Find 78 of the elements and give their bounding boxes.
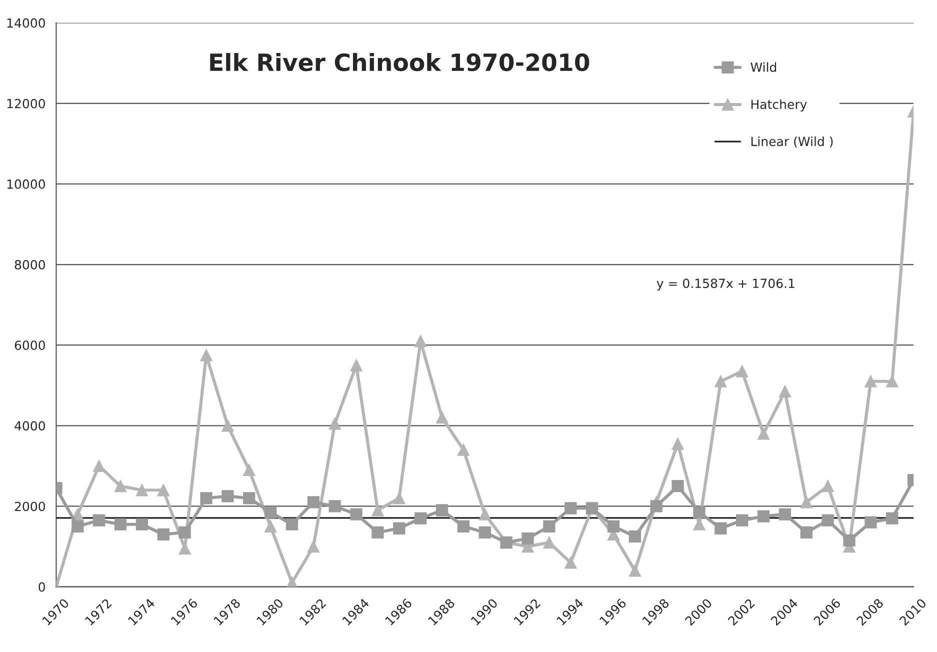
- point: [393, 522, 406, 534]
- point: [478, 508, 491, 520]
- point: [72, 520, 84, 532]
- point: [286, 518, 298, 530]
- y-tick-label: 0: [38, 582, 45, 592]
- point: [414, 512, 427, 524]
- y-tick-label: 14000: [7, 18, 45, 28]
- point: [136, 518, 148, 530]
- y-tick-label: 10000: [7, 179, 45, 189]
- point: [350, 508, 362, 520]
- point: [478, 526, 491, 538]
- point: [372, 504, 384, 516]
- point: [864, 516, 877, 528]
- y-tick-label: 6000: [14, 340, 45, 350]
- point: [222, 420, 234, 432]
- point: [543, 520, 556, 532]
- point: [564, 502, 577, 514]
- point: [457, 444, 470, 456]
- point: [307, 540, 320, 553]
- point: [672, 480, 684, 492]
- point: [414, 334, 427, 348]
- point: [307, 496, 320, 508]
- y-tick-label: 12000: [7, 98, 45, 108]
- point: [886, 512, 898, 524]
- point: [200, 349, 212, 362]
- point: [822, 480, 834, 492]
- legend-label: Linear (Wild ): [751, 136, 833, 148]
- point: [200, 492, 212, 504]
- point: [457, 520, 470, 532]
- y-tick-label: 4000: [14, 421, 45, 431]
- point: [543, 536, 556, 549]
- point: [778, 385, 792, 398]
- point: [736, 514, 748, 526]
- point: [178, 526, 191, 538]
- point: [264, 520, 277, 532]
- point: [607, 520, 620, 532]
- point: [757, 510, 770, 522]
- point: [222, 490, 234, 502]
- point: [243, 464, 256, 476]
- point: [672, 438, 684, 450]
- point: [350, 359, 362, 372]
- point: [393, 492, 406, 504]
- point: [778, 508, 792, 520]
- point: [157, 528, 170, 541]
- point: [564, 556, 577, 569]
- point: [864, 375, 877, 388]
- legend-label: Wild: [750, 62, 776, 72]
- point: [800, 496, 812, 508]
- point: [157, 484, 170, 496]
- point: [243, 492, 256, 504]
- y-tick-label: 8000: [14, 260, 45, 270]
- point: [93, 514, 106, 526]
- point: [114, 518, 127, 530]
- point: [264, 506, 277, 518]
- point: [736, 365, 748, 378]
- point: [522, 532, 534, 545]
- point: [114, 480, 127, 492]
- point: [93, 460, 106, 472]
- point: [328, 500, 341, 512]
- point: [328, 418, 341, 430]
- point: [628, 564, 642, 577]
- point: [843, 534, 856, 547]
- point: [628, 530, 642, 543]
- y-tick-label: 2000: [14, 502, 45, 512]
- text: Elk River Chinook 1970-2010: [210, 52, 590, 72]
- legend-label: Hatchery: [751, 99, 807, 112]
- point: [693, 506, 706, 518]
- point: [714, 375, 727, 388]
- point: [757, 428, 770, 440]
- point: [800, 526, 812, 538]
- point: [650, 500, 662, 512]
- point: [822, 514, 834, 526]
- point: [436, 504, 448, 516]
- point: [136, 484, 148, 496]
- point: [436, 412, 448, 424]
- point: [714, 522, 727, 534]
- point: [372, 526, 384, 538]
- annotation: y = 0.1587x + 1706.1: [656, 278, 794, 290]
